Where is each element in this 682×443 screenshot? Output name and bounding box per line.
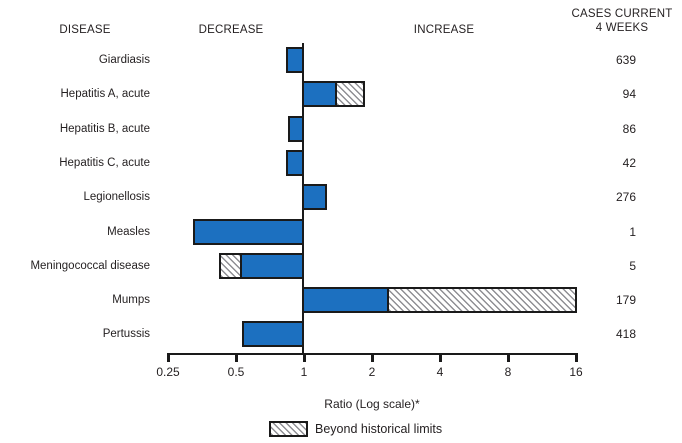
axis-tick-label: 16 — [569, 365, 583, 379]
axis-tick-label: 1 — [300, 365, 308, 379]
disease-label: Giardiasis — [98, 54, 150, 66]
axis-tick-label: 8 — [504, 365, 512, 379]
axis-tick — [166, 353, 170, 362]
axis-tick — [506, 353, 510, 362]
bar-segment-solid — [288, 116, 304, 142]
bar-segment-solid — [241, 321, 304, 347]
column-header-cases-line2: 4 WEEKS — [595, 22, 649, 34]
bar-segment-solid — [239, 253, 304, 279]
column-header-increase: INCREASE — [413, 24, 475, 36]
disease-label: Measles — [107, 226, 150, 238]
bar-segment-solid — [302, 287, 389, 313]
cases-value: 1 — [629, 225, 636, 239]
column-header-cases-line1: CASES CURRENT — [571, 8, 673, 20]
bar-segment-solid — [302, 184, 328, 210]
cases-value: 42 — [622, 156, 636, 170]
cases-value: 5 — [629, 259, 636, 273]
axis-tick-label: 2 — [368, 365, 376, 379]
axis-tick-label: 4 — [436, 365, 444, 379]
axis-tick — [370, 353, 374, 362]
column-header-cases: CASES CURRENT 4 WEEKS — [566, 7, 678, 35]
bar-segment-solid — [286, 150, 304, 176]
axis-tick — [574, 353, 578, 362]
x-axis-title: Ratio (Log scale)* — [324, 397, 420, 411]
axis-tick — [302, 353, 306, 362]
bar-segment-hatch — [387, 287, 578, 313]
legend-hatch-swatch — [269, 421, 308, 437]
bar-segment-solid — [302, 81, 337, 107]
disease-label: Mumps — [112, 294, 150, 306]
bar-segment-solid — [193, 219, 304, 245]
axis-tick-label: 0.5 — [227, 365, 245, 379]
axis-tick — [234, 353, 238, 362]
bar-segment-hatch — [219, 253, 242, 279]
legend-label: Beyond historical limits — [315, 422, 443, 436]
cases-value: 94 — [622, 87, 636, 101]
disease-label: Hepatitis C, acute — [59, 157, 150, 169]
axis-tick — [438, 353, 442, 362]
cases-value: 418 — [615, 327, 636, 341]
cases-value: 179 — [615, 293, 636, 307]
disease-label: Legionellosis — [83, 191, 151, 203]
disease-label: Hepatitis B, acute — [59, 123, 150, 135]
disease-label: Pertussis — [102, 328, 150, 340]
axis-tick-label: 0.25 — [156, 365, 180, 379]
cases-value: 276 — [615, 190, 636, 204]
cases-value: 86 — [622, 122, 636, 136]
disease-label: Meningococcal disease — [30, 260, 150, 272]
cases-value: 639 — [615, 53, 636, 67]
disease-label: Hepatitis A, acute — [60, 88, 151, 100]
bar-segment-hatch — [334, 81, 365, 107]
bar-segment-solid — [286, 47, 304, 73]
column-header-decrease: DECREASE — [198, 24, 264, 36]
column-header-disease: DISEASE — [59, 24, 111, 36]
